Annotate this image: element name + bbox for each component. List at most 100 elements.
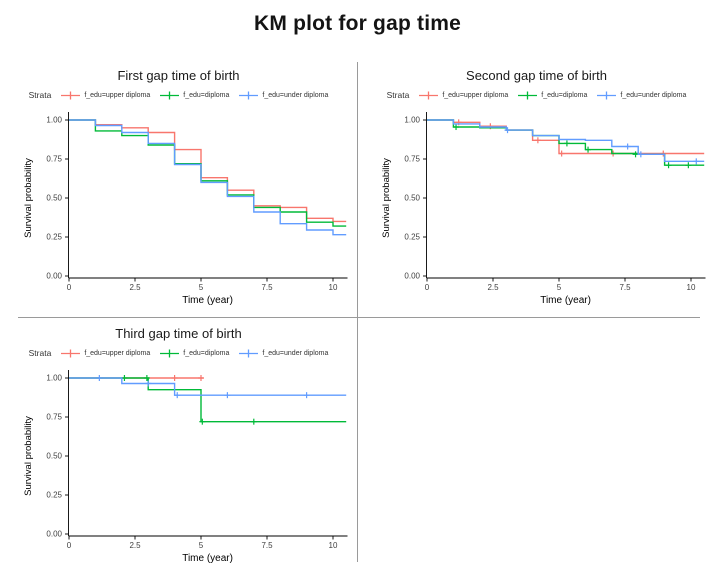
legend-label: f_edu=upper diploma	[84, 349, 151, 357]
x-axis-title: Time (year)	[182, 553, 233, 564]
legend: Strata f_edu=upper diploma f_edu=diploma f_…	[0, 348, 357, 358]
km-curve-diploma	[69, 377, 347, 423]
legend-item-diploma: f_edu=diploma	[159, 349, 229, 358]
km-curve-diploma	[69, 119, 347, 227]
x-tick-label: 10	[687, 283, 696, 292]
legend-marker-icon	[239, 349, 259, 357]
x-tick-label: 10	[329, 283, 338, 292]
tick-labels: 1.00 0.75 0.50 0.25 0.00 0 2.5 5 7.5 10	[404, 116, 696, 292]
y-tick-label: 0.00	[404, 272, 420, 281]
x-tick-label: 7.5	[261, 283, 273, 292]
legend-label: f_edu=diploma	[183, 91, 230, 99]
km-curve-under-diploma	[69, 377, 347, 396]
legend-label: f_edu=diploma	[183, 349, 230, 357]
x-tick-label: 0	[425, 283, 430, 292]
legend-label: f_edu=upper diploma	[442, 91, 509, 99]
y-axis-title: Survival probability	[23, 158, 34, 238]
y-axis-title: Survival probability	[23, 416, 34, 496]
y-axis-title: Survival probability	[381, 158, 392, 238]
x-tick-label: 0	[67, 541, 72, 550]
subplot-third-gap: Third gap time of birth Strata f_edu=uppe…	[0, 318, 357, 570]
legend-marker-icon	[518, 91, 538, 99]
km-chart: 1.00 0.75 0.50 0.25 0.00 0 2.5 5 7.5 10 Time (year…	[381, 112, 706, 306]
legend-item-upper-diploma: f_edu=upper diploma	[60, 349, 150, 358]
divider-horizontal	[18, 317, 700, 318]
axes	[65, 112, 348, 282]
km-chart: 1.00 0.75 0.50 0.25 0.00 0 2.5 5 7.5 10 Time (year…	[23, 370, 348, 564]
legend-item-diploma: f_edu=diploma	[517, 91, 587, 100]
km-curve-diploma	[427, 119, 705, 166]
legend-marker-icon	[597, 91, 617, 99]
figure-title: KM plot for gap time	[254, 12, 461, 35]
x-tick-label: 2.5	[129, 283, 141, 292]
y-tick-label: 1.00	[46, 116, 62, 125]
legend-label: f_edu=upper diploma	[84, 91, 151, 99]
x-tick-label: 5	[557, 283, 562, 292]
tick-labels: 1.00 0.75 0.50 0.25 0.00 0 2.5 5 7.5 10	[46, 116, 338, 292]
censor-marks-under-diploma	[96, 375, 310, 399]
y-tick-label: 0.75	[46, 155, 62, 164]
legend-item-diploma: f_edu=diploma	[159, 91, 229, 100]
legend: Strata f_edu=upper diploma f_edu=diploma f_…	[0, 90, 357, 100]
y-tick-label: 0.50	[404, 194, 420, 203]
legend-marker-icon	[419, 91, 439, 99]
legend-title: Strata	[28, 348, 52, 358]
legend-marker-icon	[239, 91, 259, 99]
y-tick-label: 0.50	[46, 452, 62, 461]
legend-label: f_edu=under diploma	[262, 349, 329, 357]
censor-marks-upper-diploma	[171, 375, 204, 381]
legend: Strata f_edu=upper diploma f_edu=diploma f_…	[358, 90, 715, 100]
subplot-first-gap: First gap time of birth Strata f_edu=uppe…	[0, 60, 357, 312]
legend-item-under-diploma: f_edu=under diploma	[238, 349, 328, 358]
legend-title: Strata	[28, 90, 52, 100]
legend-marker-icon	[61, 91, 81, 99]
legend-item-under-diploma: f_edu=under diploma	[596, 91, 686, 100]
km-chart-host: 1.00 0.75 0.50 0.25 0.00 0 2.5 5 7.5 10 Time (year…	[0, 365, 357, 567]
censor-marks-upper-diploma	[455, 119, 667, 157]
tick-labels: 1.00 0.75 0.50 0.25 0.00 0 2.5 5 7.5 10	[46, 374, 338, 550]
x-tick-label: 2.5	[487, 283, 499, 292]
x-tick-label: 7.5	[261, 541, 273, 550]
km-chart-host: 1.00 0.75 0.50 0.25 0.00 0 2.5 5 7.5 10 Time (year…	[0, 107, 357, 309]
subplot-title: Third gap time of birth	[115, 326, 242, 341]
empty-quadrant	[358, 318, 715, 583]
legend-marker-icon	[160, 91, 180, 99]
legend-label: f_edu=under diploma	[620, 91, 687, 99]
y-tick-label: 1.00	[46, 374, 62, 383]
legend-marker-icon	[61, 349, 81, 357]
y-tick-label: 0.25	[46, 491, 62, 500]
km-curve-upper-diploma	[69, 119, 347, 223]
subplot-title: Second gap time of birth	[466, 68, 607, 83]
legend-item-upper-diploma: f_edu=upper diploma	[418, 91, 508, 100]
y-tick-label: 0.50	[46, 194, 62, 203]
divider-vertical	[357, 62, 358, 562]
censor-marks-diploma	[121, 375, 257, 425]
y-tick-label: 0.25	[404, 233, 420, 242]
x-tick-label: 10	[329, 541, 338, 550]
x-tick-label: 2.5	[129, 541, 141, 550]
censor-marks-diploma	[453, 124, 692, 169]
y-tick-label: 0.25	[46, 233, 62, 242]
x-tick-label: 5	[199, 283, 204, 292]
x-tick-label: 5	[199, 541, 204, 550]
legend-item-under-diploma: f_edu=under diploma	[238, 91, 328, 100]
y-tick-label: 0.75	[46, 413, 62, 422]
subplot-title: First gap time of birth	[117, 68, 240, 83]
y-tick-label: 0.75	[404, 155, 420, 164]
km-curve-upper-diploma	[427, 119, 705, 155]
km-chart: 1.00 0.75 0.50 0.25 0.00 0 2.5 5 7.5 10 Time (year…	[23, 112, 348, 306]
y-tick-label: 0.00	[46, 272, 62, 281]
km-chart-host: 1.00 0.75 0.50 0.25 0.00 0 2.5 5 7.5 10 Time (year…	[358, 107, 715, 309]
legend-item-upper-diploma: f_edu=upper diploma	[60, 91, 150, 100]
axes	[65, 370, 348, 540]
x-tick-label: 7.5	[619, 283, 631, 292]
subplot-second-gap: Second gap time of birth Strata f_edu=upp…	[358, 60, 715, 312]
km-curve-under-diploma	[69, 119, 347, 236]
legend-title: Strata	[386, 90, 410, 100]
legend-marker-icon	[160, 349, 180, 357]
censor-marks-under-diploma	[504, 127, 700, 165]
x-axis-title: Time (year)	[182, 295, 233, 306]
axes	[423, 112, 706, 282]
x-axis-title: Time (year)	[540, 295, 591, 306]
